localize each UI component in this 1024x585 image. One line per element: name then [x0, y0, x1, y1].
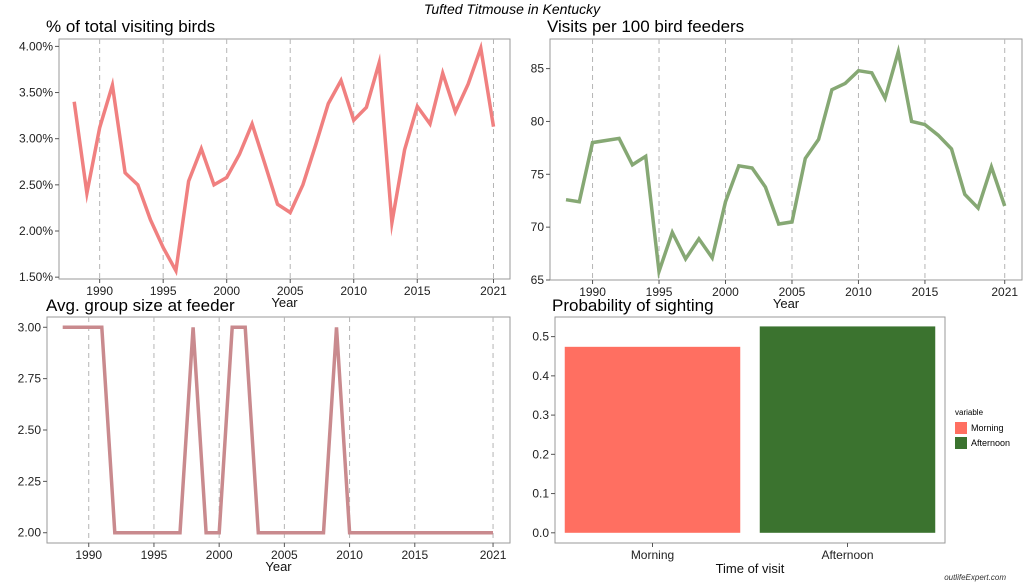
chart-svg: 0.0 0.1 0.2 0.3 0.4 0.5 Morning Afternoon Time o… [532, 316, 946, 576]
y-tick-label: 0.4 [532, 369, 549, 383]
bar-morning [564, 346, 741, 533]
y-tick-label: 4.00% [19, 39, 53, 53]
panel-title: % of total visiting birds [46, 17, 216, 36]
x-axis-title: Year [265, 559, 292, 574]
chart-svg: 2.00 2.25 2.50 2.75 3.00 1990 1995 2000 2005 2010… [18, 316, 511, 574]
plot-frame [58, 38, 511, 280]
chart-panel-visits-per-feeder: Visits per 100 bird feeders 65 70 75 80 85 19… [512, 16, 1024, 311]
legend-swatch [955, 436, 967, 449]
y-tick-label: 2.00% [19, 224, 53, 238]
x-tick-label: 2000 [213, 284, 240, 298]
y-tick-label: 2.00 [18, 526, 42, 540]
chart-panel-probability: Probability of sighting 0.0 0.1 0.2 0.3 0.4 0… [512, 295, 952, 576]
x-tick-label: 2005 [779, 285, 806, 299]
x-tick-label: 2005 [271, 548, 298, 562]
series-line [72, 41, 496, 277]
panel-title: Probability of sighting [552, 296, 714, 315]
y-tick-label: 2.25 [18, 474, 42, 488]
y-tick-label: 80 [531, 114, 545, 128]
x-tick-label: 2005 [277, 284, 304, 298]
x-tick-label: 2000 [712, 285, 739, 299]
x-tick-label: 2015 [401, 548, 428, 562]
y-tick-label: 1.50% [19, 270, 53, 284]
chart-svg: 65 70 75 80 85 1990 1995 2000 2005 2010 2015 2021 Ye… [531, 38, 1023, 311]
x-tick-label: 2021 [480, 548, 507, 562]
x-tick-label: Morning [631, 548, 674, 562]
y-tick-label: 0.3 [532, 408, 549, 422]
plot-frame [46, 316, 511, 544]
series-line [565, 44, 1007, 280]
plot-frame [554, 316, 946, 544]
y-tick-label: 75 [531, 167, 545, 181]
x-tick-label: 1990 [75, 548, 102, 562]
x-tick-label: 1995 [646, 285, 673, 299]
y-tick-label: 2.75 [18, 372, 42, 386]
series-line [62, 325, 493, 535]
legend-item-afternoon: Afternoon [955, 435, 1010, 450]
y-tick-label: 3.50% [19, 86, 53, 100]
main-title: Tufted Titmouse in Kentucky [423, 1, 601, 17]
y-tick-label: 3.00 [18, 320, 42, 334]
x-tick-label: 1990 [86, 284, 113, 298]
x-tick-label: 1995 [150, 284, 177, 298]
x-tick-label: 2010 [845, 285, 872, 299]
y-tick-label: 3.00% [19, 132, 53, 146]
y-tick-label: 65 [531, 273, 545, 287]
legend-label: Morning [971, 422, 1004, 433]
x-tick-label: 2010 [340, 284, 367, 298]
panel-title: Avg. group size at feeder [46, 296, 235, 315]
x-tick-label: 2021 [991, 285, 1018, 299]
x-axis-title: Year [271, 295, 298, 310]
bar-afternoon [759, 326, 936, 533]
chart-svg: 1.50% 2.00% 2.50% 3.00% 3.50% 4.00% 1990 1995 20… [19, 38, 511, 310]
x-tick-label: 1995 [141, 548, 168, 562]
y-tick-label: 0.2 [532, 447, 549, 461]
legend-title: variable [955, 408, 984, 417]
panel-title: Visits per 100 bird feeders [547, 17, 745, 36]
legend-swatch [955, 421, 967, 434]
legend: variable Morning Afternoon [955, 408, 1010, 450]
y-tick-label: 0.0 [532, 526, 549, 540]
y-tick-label: 2.50 [18, 423, 42, 437]
x-tick-label: 2015 [912, 285, 939, 299]
x-tick-label: 1990 [579, 285, 606, 299]
legend-label: Afternoon [971, 437, 1011, 448]
plot-frame [549, 38, 1023, 281]
legend-item-morning: Morning [955, 420, 1010, 435]
x-tick-label: 2015 [404, 284, 431, 298]
x-axis-title: Year [773, 296, 800, 311]
x-axis-title: Time of visit [716, 561, 785, 576]
y-tick-label: 70 [531, 220, 545, 234]
x-tick-label: 2010 [336, 548, 363, 562]
y-tick-label: 0.1 [532, 487, 549, 501]
watermark: outlifeExpert.com [944, 573, 1006, 582]
y-tick-label: 85 [531, 62, 545, 76]
x-tick-label: Afternoon [821, 548, 873, 562]
y-tick-label: 2.50% [19, 178, 53, 192]
chart-panel-percent-visiting: % of total visiting birds 1.50% 2.00% 2.50… [0, 16, 512, 310]
x-tick-label: 2000 [206, 548, 233, 562]
chart-panel-group-size: Avg. group size at feeder 2.00 2.25 2.50 2.… [0, 295, 512, 575]
y-tick-label: 0.5 [532, 330, 549, 344]
x-tick-label: 2021 [480, 284, 507, 298]
